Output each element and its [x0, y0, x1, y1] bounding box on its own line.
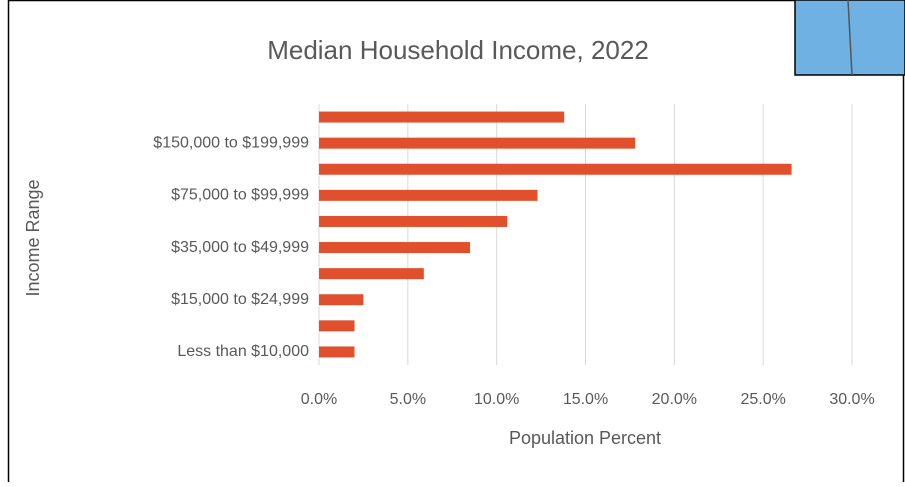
y-axis-title: Income Range [23, 179, 43, 296]
x-tick-label: 15.0% [563, 391, 608, 408]
x-tick-label: 30.0% [829, 391, 874, 408]
x-axis-title: Population Percent [509, 428, 661, 448]
page: {"chart_data": {"type": "bar", "orientat… [0, 0, 905, 487]
bar [319, 216, 507, 227]
x-tick-label: 5.0% [390, 391, 426, 408]
y-tick-label: $75,000 to $99,999 [171, 187, 309, 204]
chart-title: Median Household Income, 2022 [267, 35, 649, 65]
x-tick-label: 10.0% [474, 391, 519, 408]
bar [319, 190, 538, 201]
y-tick-label: $15,000 to $24,999 [171, 291, 309, 308]
bar [319, 294, 363, 305]
bar [319, 320, 355, 331]
x-tick-label: 25.0% [740, 391, 785, 408]
y-tick-label: Less than $10,000 [177, 343, 309, 360]
bar [319, 346, 355, 357]
bar [319, 138, 635, 149]
x-tick-label: 0.0% [301, 391, 337, 408]
plot-area: 0.0% 5.0% 10.0% 15.0% 20.0% 25.0% 30.0% Less th… [153, 104, 874, 408]
y-tick-label: $150,000 to $199,999 [153, 134, 309, 151]
chart: Median Household Income, 2022 Population… [0, 0, 905, 482]
bar [319, 268, 424, 279]
bar [319, 112, 564, 123]
x-tick-label: 20.0% [652, 391, 697, 408]
y-tick-label: $35,000 to $49,999 [171, 239, 309, 256]
bar [319, 164, 792, 175]
bar [319, 242, 470, 253]
chart-border [9, 1, 904, 483]
